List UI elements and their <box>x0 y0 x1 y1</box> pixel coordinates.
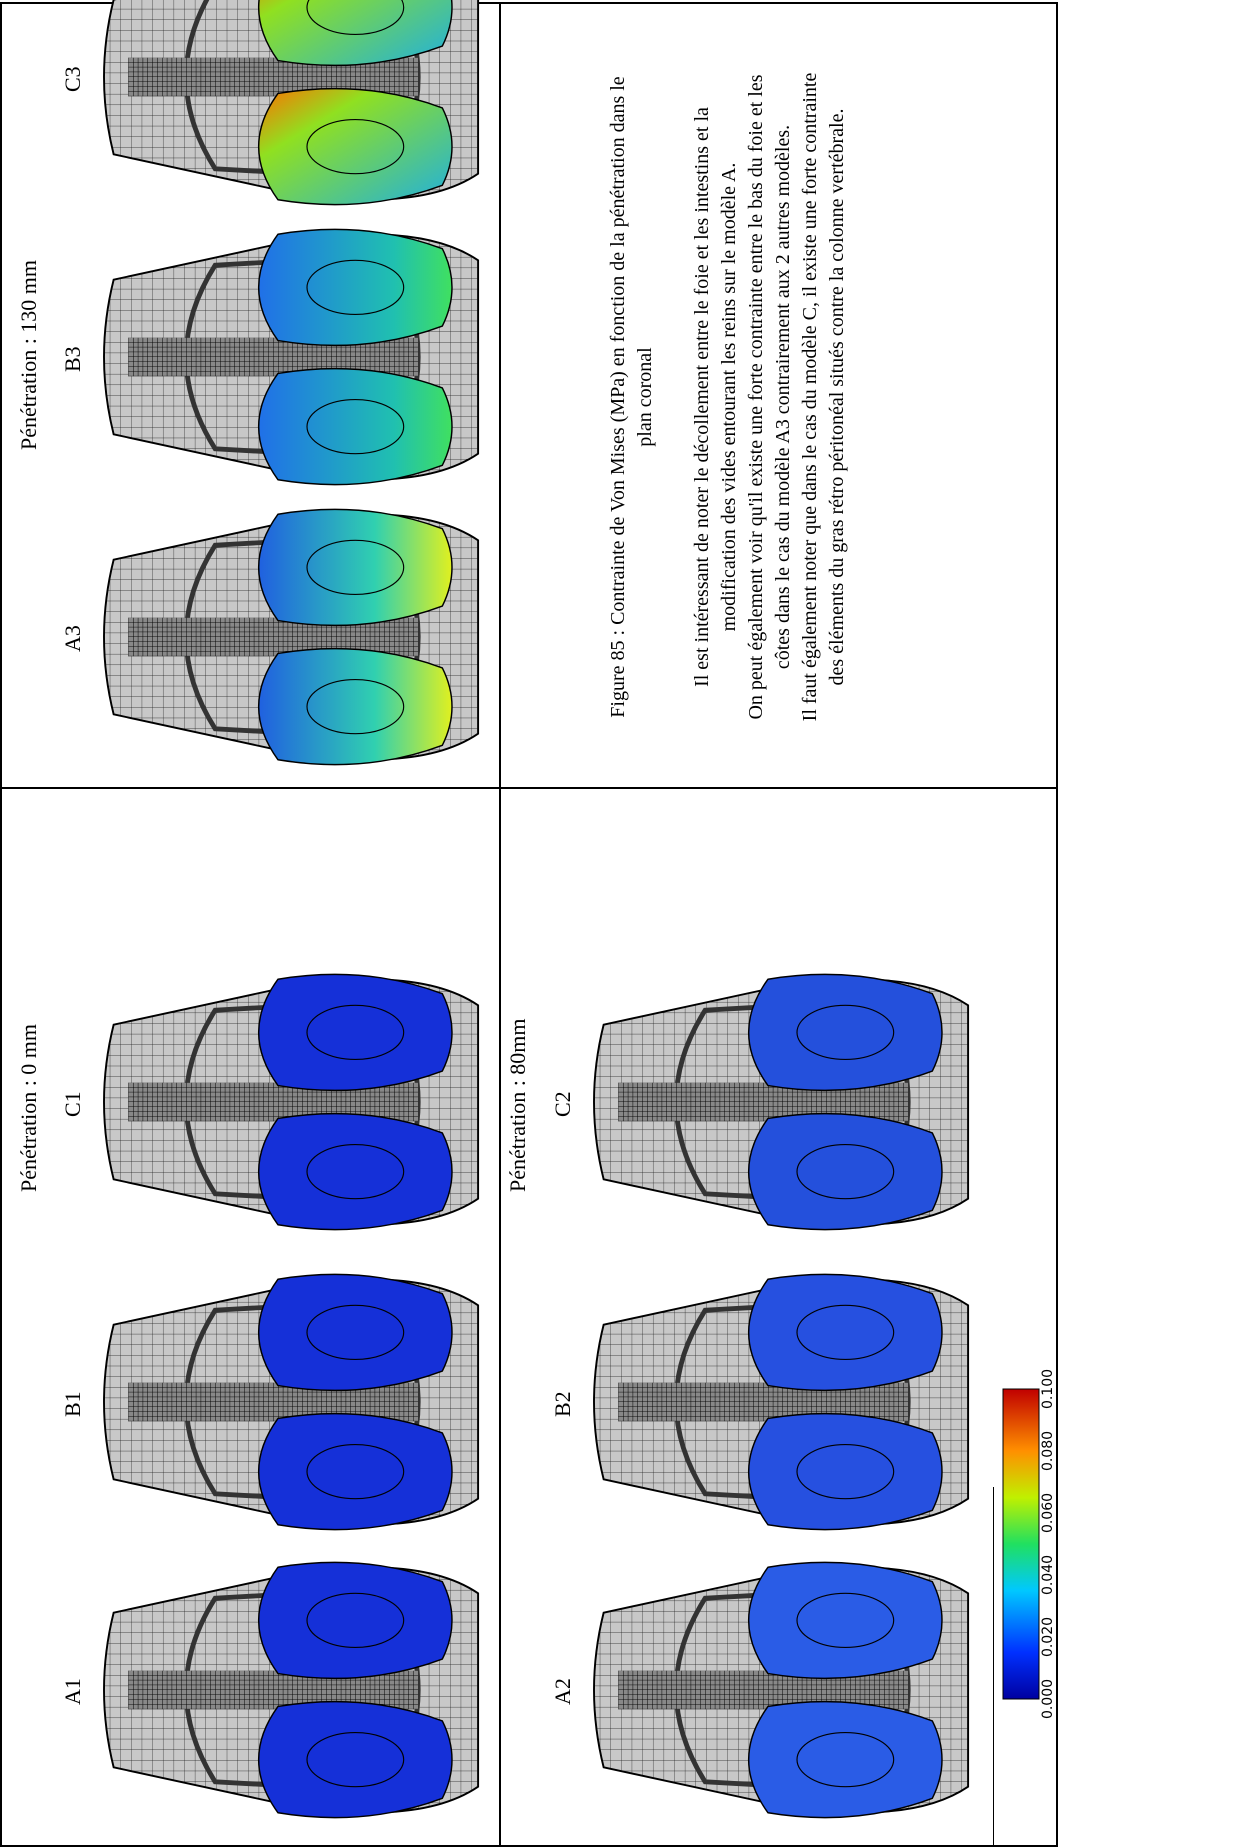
organ <box>747 1112 943 1231</box>
organ-contour <box>306 1143 405 1200</box>
organ <box>257 973 453 1092</box>
organ-contour <box>306 398 405 455</box>
organ <box>257 1412 453 1531</box>
mesh-image <box>585 973 980 1231</box>
mesh-image <box>95 1561 490 1819</box>
organ <box>257 1700 453 1819</box>
organ <box>257 508 453 627</box>
organ-contour <box>306 1304 405 1361</box>
mesh-image <box>95 228 490 486</box>
organ-contour <box>306 1004 405 1061</box>
image-label: A3 <box>60 625 85 652</box>
image-label: C2 <box>550 1091 575 1117</box>
organ-contour <box>796 1004 895 1061</box>
organ <box>747 1700 943 1819</box>
colorbar <box>1002 1388 1040 1700</box>
organ <box>257 647 453 766</box>
organ-contour <box>306 118 405 175</box>
caption-paragraph: On peut également voir qu'il existe une … <box>745 74 794 720</box>
organ <box>747 1561 943 1680</box>
caption-paragraph: Il faut également noter que dans le cas … <box>799 72 848 722</box>
table-border <box>0 787 1058 789</box>
organ-contour <box>306 539 405 596</box>
row-title: Pénétration : 130 mm <box>16 259 41 450</box>
colorbar-tick: 0.080 <box>1040 1430 1056 1472</box>
colorbar-gradient <box>1002 1388 1040 1700</box>
organ-contour <box>306 0 405 36</box>
mesh-image <box>585 1273 980 1531</box>
table-border <box>1056 2 1058 1847</box>
organ-contour <box>796 1731 895 1788</box>
image-label: C3 <box>60 66 85 92</box>
organ-contour <box>306 1443 405 1500</box>
organ <box>257 1112 453 1231</box>
organ <box>257 228 453 347</box>
colorbar-tick: 0.100 <box>1040 1368 1056 1410</box>
image-label: A1 <box>60 1678 85 1705</box>
table-border <box>0 2 2 1847</box>
row-title: Pénétration : 0 mm <box>16 1023 41 1192</box>
organ <box>257 367 453 486</box>
colorbar-tick: 0.020 <box>1040 1616 1056 1658</box>
caption: Figure 85 : Contrainte de Von Mises (MPa… <box>605 67 851 727</box>
organ-contour <box>796 1443 895 1500</box>
organ-contour <box>306 259 405 316</box>
table-border <box>499 2 501 1847</box>
image-label: B2 <box>550 1391 575 1417</box>
organ <box>257 87 453 206</box>
mesh-image <box>95 508 490 766</box>
image-label: A2 <box>550 1678 575 1705</box>
organ <box>257 1273 453 1392</box>
organ <box>747 973 943 1092</box>
organ-contour <box>796 1592 895 1649</box>
organ-contour <box>796 1304 895 1361</box>
organ-contour <box>306 1731 405 1788</box>
organ <box>257 1561 453 1680</box>
caption-title: Figure 85 : Contrainte de Von Mises (MPa… <box>607 76 656 718</box>
row-title: Pénétration : 80mm <box>505 1018 530 1192</box>
colorbar-tick: 0.060 <box>1040 1492 1056 1534</box>
organ <box>747 1273 943 1392</box>
image-label: B1 <box>60 1391 85 1417</box>
spacer <box>659 67 689 727</box>
organ-contour <box>306 1592 405 1649</box>
mesh-image <box>585 1561 980 1819</box>
organ <box>747 1412 943 1531</box>
organ <box>257 0 453 67</box>
caption-paragraph: Il est intéressant de noter le décolleme… <box>691 107 740 687</box>
colorbar-box <box>993 1487 994 1847</box>
image-label: B3 <box>60 346 85 372</box>
image-label: C1 <box>60 1091 85 1117</box>
mesh-image <box>95 0 490 206</box>
mesh-image <box>95 1273 490 1531</box>
organ-contour <box>796 1143 895 1200</box>
colorbar-tick: 0.000 <box>1040 1678 1056 1720</box>
colorbar-tick: 0.040 <box>1040 1554 1056 1596</box>
mesh-image <box>95 973 490 1231</box>
organ-contour <box>306 678 405 735</box>
